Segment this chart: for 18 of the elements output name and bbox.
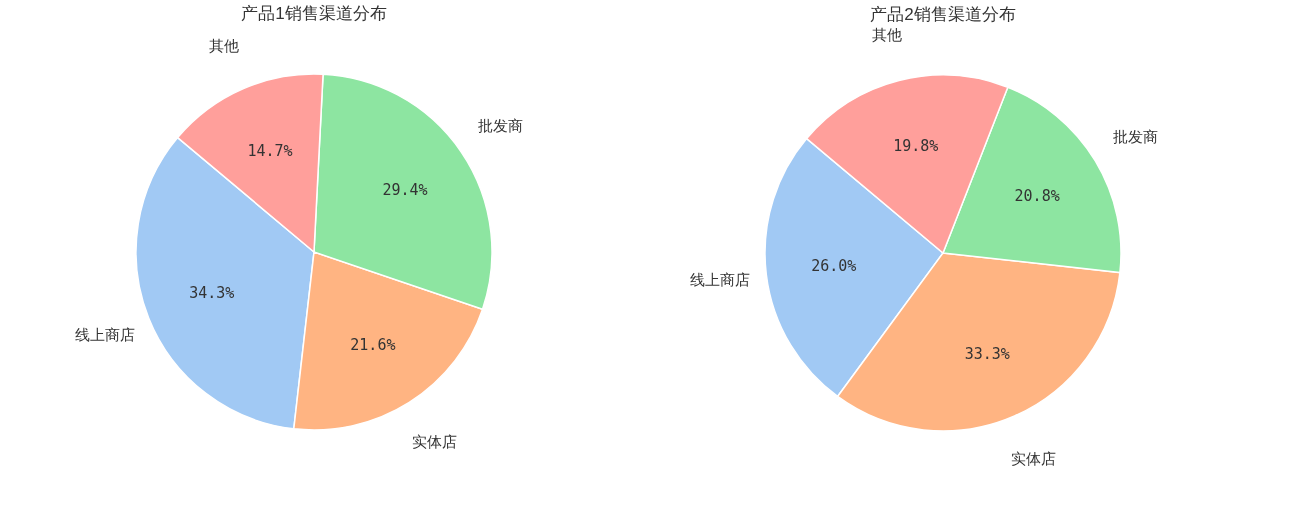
chart-title: 产品2销售渠道分布 xyxy=(870,5,1016,24)
slice-label: 批发商 xyxy=(1113,127,1159,146)
slice-label: 其他 xyxy=(872,26,903,44)
data-label: 21.6% xyxy=(350,335,396,354)
data-label: 33.3% xyxy=(964,344,1010,363)
data-label: 14.7% xyxy=(247,142,293,161)
chart-title: 产品1销售渠道分布 xyxy=(241,4,387,23)
slice-label: 线上商店 xyxy=(75,326,135,345)
data-label: 19.8% xyxy=(893,137,939,156)
data-label: 20.8% xyxy=(1014,187,1060,206)
slice-label: 实体店 xyxy=(411,433,457,452)
data-label: 34.3% xyxy=(189,283,235,302)
slice-label: 实体店 xyxy=(1010,450,1056,469)
slice-label: 其他 xyxy=(209,36,240,55)
data-label: 29.4% xyxy=(382,181,428,200)
slice-label: 线上商店 xyxy=(689,270,750,289)
data-label: 26.0% xyxy=(811,257,857,276)
slice-label: 批发商 xyxy=(477,116,523,135)
